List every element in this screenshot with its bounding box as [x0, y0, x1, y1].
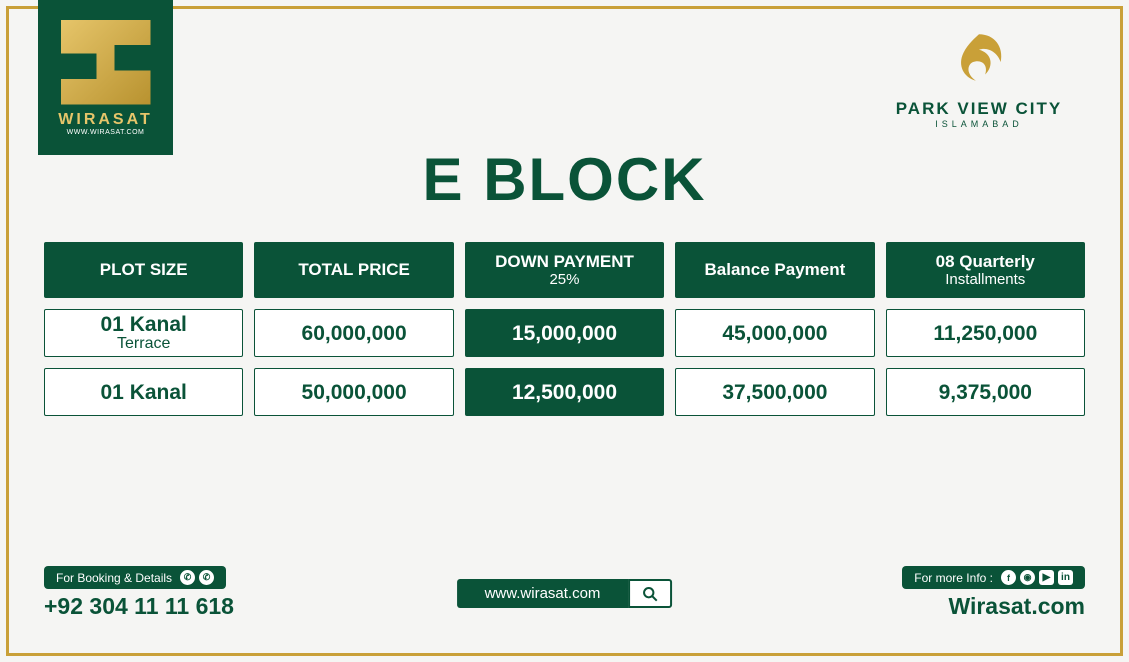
table-cell: 11,250,000: [886, 309, 1085, 357]
table-cell: 45,000,000: [675, 309, 874, 357]
booking-pill: For Booking & Details ✆ ✆: [44, 566, 226, 589]
pvc-swirl-icon: [948, 28, 1010, 90]
wirasat-glyph: [61, 20, 151, 105]
table-header: 08 QuarterlyInstallments: [886, 242, 1085, 298]
pvc-subtitle: ISLAMABAD: [879, 119, 1079, 129]
search-icon: [628, 579, 672, 608]
info-pill: For more Info : f ◉ ▶ in: [902, 566, 1085, 589]
website-domain: Wirasat.com: [902, 593, 1085, 620]
table-header: TOTAL PRICE: [254, 242, 453, 298]
footer-center: www.wirasat.com: [457, 579, 673, 608]
table-header: PLOT SIZE: [44, 242, 243, 298]
content: WIRASAT WWW.WIRASAT.COM PARK VIEW CITY I…: [0, 0, 1129, 662]
table-header: DOWN PAYMENT25%: [465, 242, 664, 298]
pricing-table: PLOT SIZETOTAL PRICEDOWN PAYMENT25%Balan…: [44, 242, 1085, 416]
table-cell: 12,500,000: [465, 368, 664, 416]
instagram-icon: ◉: [1020, 570, 1035, 585]
linkedin-icon: in: [1058, 570, 1073, 585]
info-label: For more Info :: [914, 571, 993, 585]
table-cell: 50,000,000: [254, 368, 453, 416]
parkviewcity-logo: PARK VIEW CITY ISLAMABAD: [879, 28, 1079, 129]
table-header: Balance Payment: [675, 242, 874, 298]
table-cell: 60,000,000: [254, 309, 453, 357]
facebook-icon: f: [1001, 570, 1016, 585]
booking-label: For Booking & Details: [56, 571, 172, 585]
table-cell: 9,375,000: [886, 368, 1085, 416]
youtube-icon: ▶: [1039, 570, 1054, 585]
table-cell: 01 KanalTerrace: [44, 309, 243, 357]
pvc-title: PARK VIEW CITY: [879, 99, 1079, 119]
table-cell: 15,000,000: [465, 309, 664, 357]
whatsapp-icon: ✆: [180, 570, 195, 585]
footer-left: For Booking & Details ✆ ✆ +92 304 11 11 …: [44, 566, 234, 620]
wirasat-name: WIRASAT: [58, 111, 152, 129]
phone-icon: ✆: [199, 570, 214, 585]
phone-number: +92 304 11 11 618: [44, 593, 234, 620]
table-cell: 01 Kanal: [44, 368, 243, 416]
page-title: E BLOCK: [0, 145, 1129, 214]
footer-right: For more Info : f ◉ ▶ in Wirasat.com: [902, 566, 1085, 620]
wirasat-url: WWW.WIRASAT.COM: [67, 129, 145, 136]
website-url: www.wirasat.com: [457, 579, 629, 608]
wirasat-logo: WIRASAT WWW.WIRASAT.COM: [38, 0, 173, 155]
table-cell: 37,500,000: [675, 368, 874, 416]
